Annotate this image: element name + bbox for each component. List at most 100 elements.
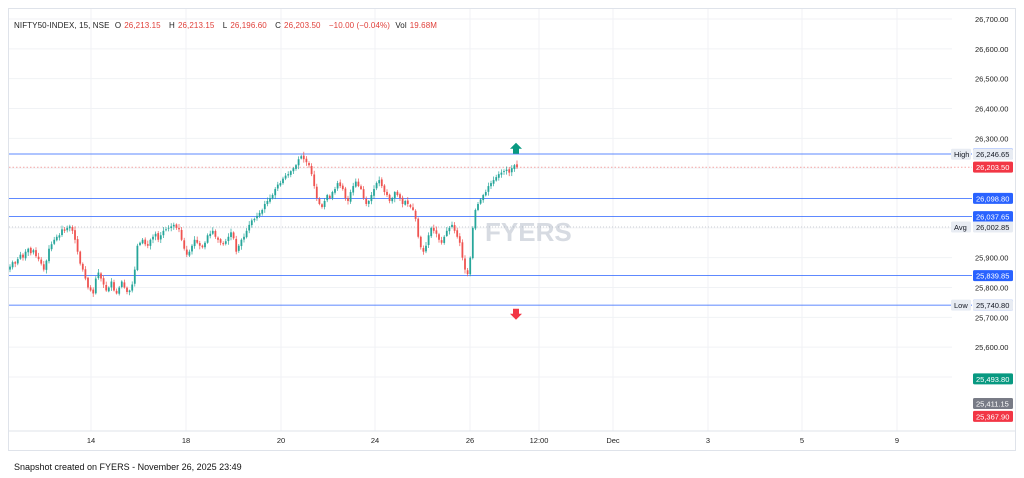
- candle-body: [352, 186, 355, 193]
- x-tick-label: 5: [800, 436, 804, 445]
- level-tag-bg: [973, 192, 1013, 204]
- candle-body: [14, 262, 17, 264]
- marker-value: 26,246.65: [976, 150, 1009, 159]
- last-price-tag: 26,203.50: [976, 163, 1009, 172]
- symbol-label: NIFTY50-INDEX, 15, NSE: [14, 21, 110, 30]
- candle-body: [396, 191, 399, 196]
- candle-body: [172, 224, 175, 227]
- candle-body: [79, 251, 82, 264]
- x-tick-label: 26: [466, 436, 474, 445]
- candle-body: [300, 156, 303, 159]
- candle-body: [256, 215, 258, 219]
- candle-body: [344, 188, 347, 198]
- candle-body: [16, 259, 19, 264]
- candle-body: [196, 239, 199, 243]
- y-tick-label: 26,300.00: [975, 134, 1008, 143]
- candle-body: [464, 258, 466, 270]
- candle-body: [313, 174, 316, 187]
- candle-body: [386, 191, 388, 196]
- candle-body: [362, 189, 365, 198]
- candle-body: [323, 200, 326, 207]
- candle-body: [170, 226, 173, 229]
- candle-body: [209, 233, 212, 237]
- candle-body: [321, 204, 323, 207]
- candle-body: [48, 248, 50, 262]
- candle-body: [435, 230, 438, 234]
- candle-body: [365, 198, 368, 204]
- candle-body: [370, 195, 373, 202]
- candle-body: [107, 287, 110, 292]
- candle-body: [328, 195, 331, 198]
- candle-body: [131, 284, 134, 291]
- y-tick-label: 25,600.00: [975, 343, 1008, 352]
- candle-body: [232, 232, 235, 239]
- candle-body: [302, 155, 305, 160]
- y-tick-label: 25,800.00: [975, 284, 1008, 293]
- chart-legend-header: NIFTY50-INDEX, 15, NSE O 26,213.15 H 26,21…: [14, 21, 443, 30]
- candle-body: [297, 159, 300, 166]
- candle-body: [269, 198, 271, 202]
- candle-body: [383, 185, 386, 193]
- candle-body: [237, 245, 240, 251]
- candle-body: [50, 244, 53, 250]
- candle-body: [126, 287, 128, 292]
- candle-body: [100, 273, 102, 279]
- candle-body: [373, 189, 375, 196]
- candle-body: [92, 289, 95, 294]
- candle-body: [279, 183, 282, 186]
- candle-body: [427, 235, 430, 246]
- candle-body: [505, 169, 508, 172]
- candle-body: [432, 227, 435, 231]
- candle-body: [471, 227, 474, 259]
- candle-body: [412, 207, 414, 210]
- candle-body: [276, 184, 279, 189]
- x-axis: 14 18 20 24 26 12:00 Dec 3 5 9: [87, 436, 899, 445]
- candle-body: [141, 239, 144, 244]
- y-tick-label: 26,400.00: [975, 105, 1008, 114]
- candle-body: [289, 171, 292, 175]
- candle-body: [27, 248, 30, 253]
- candle-body: [419, 236, 422, 248]
- candle-body: [388, 194, 391, 201]
- candle-body: [139, 242, 141, 246]
- marker-value-bg: [973, 221, 1013, 233]
- x-tick-label: 24: [371, 436, 379, 445]
- marker-value-bg: [973, 148, 1013, 160]
- candle-body: [495, 177, 498, 181]
- candle-body: [336, 183, 339, 189]
- down-arrow-icon: [510, 308, 522, 320]
- candle-body: [165, 229, 167, 231]
- candle-body: [224, 241, 227, 244]
- candle-body: [253, 218, 256, 221]
- candle-body: [271, 195, 274, 199]
- candle-body: [453, 225, 456, 231]
- candle-body: [357, 181, 360, 187]
- candle-body: [318, 198, 321, 204]
- y-tick-label: 25,900.00: [975, 254, 1008, 263]
- candle-body: [250, 220, 253, 226]
- marker-name-bg: [951, 221, 971, 233]
- candle-body: [341, 185, 344, 190]
- candle-body: [120, 281, 123, 287]
- candle-body: [477, 203, 479, 210]
- candle-body: [76, 239, 79, 252]
- candle-body: [440, 240, 443, 243]
- candle-body: [380, 179, 383, 187]
- candle-body: [349, 192, 352, 202]
- candle-body: [230, 232, 232, 237]
- candle-body: [516, 164, 518, 168]
- x-tick-label: 12:00: [530, 436, 549, 445]
- candle-body: [227, 236, 230, 242]
- candle-body: [175, 224, 178, 228]
- candle-body: [438, 234, 440, 240]
- axis-tag-bg: [973, 373, 1013, 385]
- marker-name: Avg: [954, 223, 967, 232]
- candle-body: [115, 290, 118, 294]
- candle-body: [146, 244, 149, 246]
- candle-body: [53, 239, 56, 244]
- candle-body: [401, 197, 404, 204]
- candle-body: [32, 250, 35, 253]
- candle-body: [219, 239, 222, 243]
- arrows: [510, 142, 522, 320]
